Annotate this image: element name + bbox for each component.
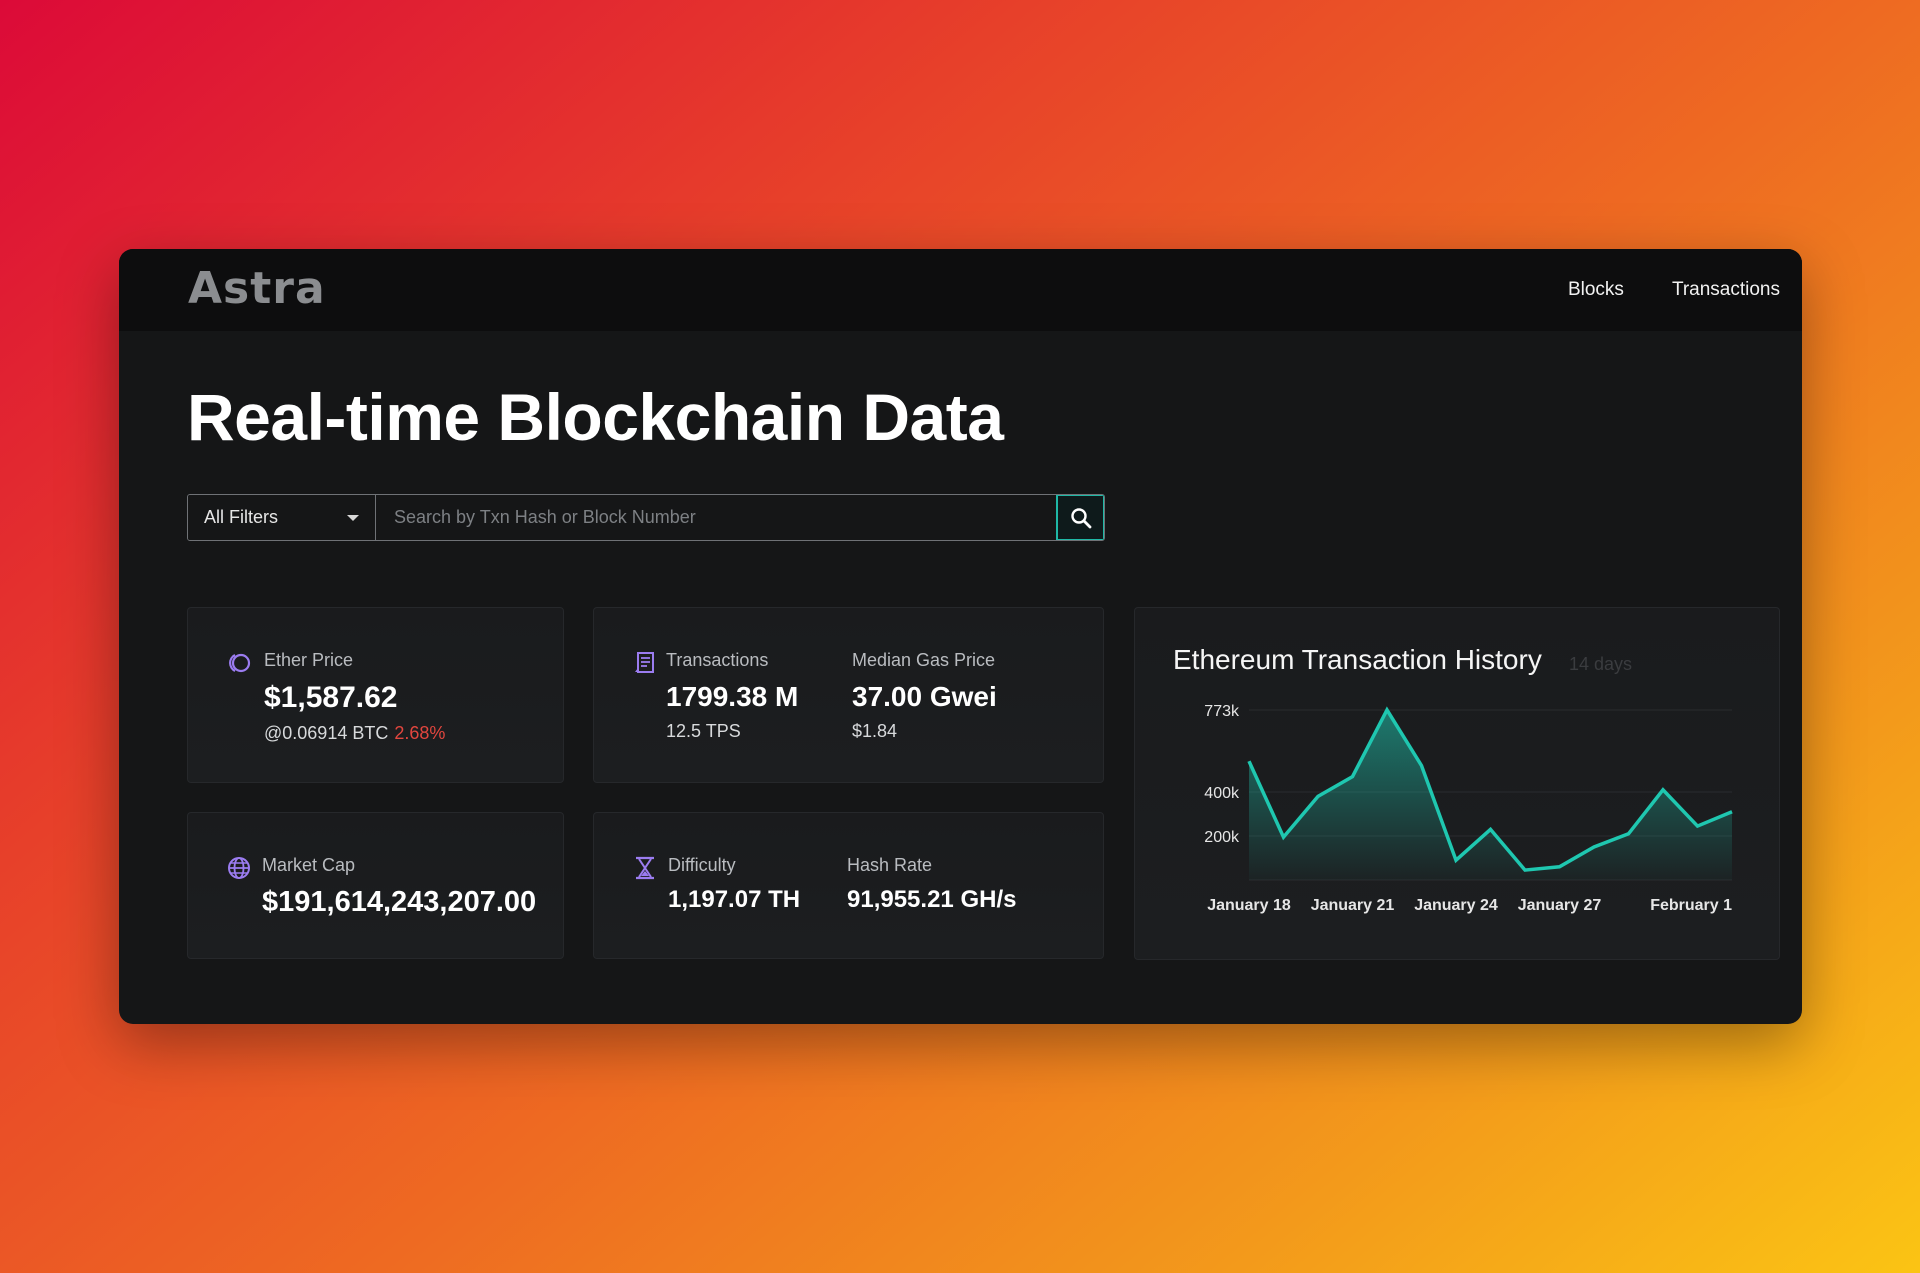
hash-rate-value: 91,955.21 GH/s — [847, 886, 1017, 913]
transaction-history-chart: 773k 400k 200k January 18 January 21 January… — [1204, 703, 1733, 914]
search-bar: All Filters — [187, 494, 1105, 541]
x-tick-label: January 24 — [1414, 897, 1498, 914]
market-cap-label: Market Cap — [262, 855, 356, 875]
nav-blocks-link[interactable]: Blocks — [1567, 279, 1624, 300]
ether-btc-value: @0.06914 BTC — [264, 723, 389, 743]
x-tick-label: January 18 — [1207, 897, 1291, 914]
transactions-stat: Transactions 1799.38 M 12.5 TPS — [666, 650, 798, 742]
y-tick-label: 400k — [1204, 785, 1240, 802]
main-nav: Blocks Transactions — [1568, 279, 1780, 301]
top-navbar: Astra Blocks Transactions — [119, 249, 1802, 331]
transactions-label: Transactions — [666, 650, 769, 670]
transactions-card: Transactions 1799.38 M 12.5 TPS Median G… — [593, 607, 1104, 783]
ether-price-card: Ether Price $1,587.62 @0.06914 BTC 2.68% — [187, 607, 564, 783]
y-tick-label: 773k — [1204, 703, 1240, 720]
ether-price-change: 2.68% — [394, 723, 446, 743]
transactions-tps: 12.5 TPS — [666, 721, 741, 741]
search-icon — [1070, 507, 1091, 528]
ether-price-label: Ether Price — [264, 650, 354, 670]
transactions-value: 1799.38 M — [666, 681, 799, 712]
globe-icon — [228, 857, 250, 879]
market-cap-card: Market Cap $191,614,243,207.00 — [187, 812, 564, 959]
gas-price-stat: Median Gas Price 37.00 Gwei $1.84 — [852, 650, 997, 742]
caret-down-icon — [347, 514, 359, 521]
market-cap-value: $191,614,243,207.00 — [262, 886, 537, 918]
search-input[interactable] — [376, 495, 1056, 540]
gas-price-value: 37.00 Gwei — [852, 681, 997, 712]
hash-rate-stat: Hash Rate 91,955.21 GH/s — [847, 855, 1016, 914]
ether-price-sub: @0.06914 BTC 2.68% — [264, 723, 445, 744]
x-tick-label: January 27 — [1518, 897, 1602, 914]
y-tick-label: 200k — [1204, 829, 1240, 846]
ether-price-stat: Ether Price $1,587.62 @0.06914 BTC 2.68% — [264, 650, 445, 744]
search-button[interactable] — [1056, 495, 1104, 540]
ether-coin-icon — [229, 653, 251, 673]
transaction-history-card: Ethereum Transaction History 14 days 773… — [1134, 607, 1780, 960]
chart-title: Ethereum Transaction History — [1173, 644, 1542, 675]
nav-transactions-link[interactable]: Transactions — [1671, 279, 1780, 300]
x-tick-label: January 21 — [1311, 897, 1395, 914]
x-tick-label: February 1 — [1650, 897, 1732, 914]
filter-dropdown[interactable]: All Filters — [188, 495, 376, 540]
astra-logo[interactable]: Astra — [188, 263, 326, 314]
market-cap-stat: Market Cap $191,614,243,207.00 — [262, 855, 536, 919]
hourglass-icon — [636, 856, 654, 880]
chart-series-line — [1247, 706, 1733, 872]
gas-price-label: Median Gas Price — [852, 650, 996, 670]
filter-dropdown-label: All Filters — [204, 507, 279, 527]
receipt-icon — [635, 652, 654, 673]
page-title: Real-time Blockchain Data — [187, 380, 1004, 454]
difficulty-label: Difficulty — [668, 855, 736, 875]
difficulty-card: Difficulty 1,197.07 TH Hash Rate 91,955.… — [593, 812, 1104, 959]
app-window: Astra Blocks Transactions Real-time Bloc… — [119, 249, 1802, 1024]
chart-area-fill — [1249, 709, 1732, 880]
gas-price-usd: $1.84 — [852, 721, 898, 741]
difficulty-stat: Difficulty 1,197.07 TH — [668, 855, 800, 914]
difficulty-value: 1,197.07 TH — [668, 886, 801, 913]
ether-price-value: $1,587.62 — [264, 681, 398, 714]
hash-rate-label: Hash Rate — [847, 855, 933, 875]
chart-range-label[interactable]: 14 days — [1569, 654, 1633, 674]
